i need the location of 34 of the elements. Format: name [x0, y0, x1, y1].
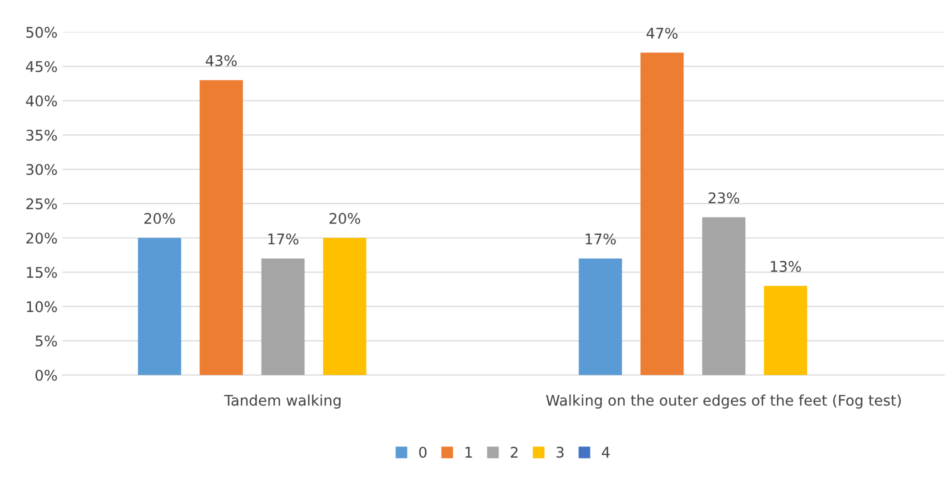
x-tick-label: Tandem walking [224, 394, 340, 409]
bar [578, 258, 622, 376]
legend-label: 2 [510, 446, 518, 458]
bar [323, 238, 366, 376]
data-label: 20% [330, 212, 360, 224]
data-label: 47% [646, 28, 678, 39]
bar [640, 52, 684, 376]
y-tick-label: 5% [36, 335, 57, 347]
y-tick-label: 50% [26, 26, 57, 38]
y-tick-label: 45% [26, 61, 57, 72]
data-label: 17% [586, 233, 616, 245]
y-tick-label: 15% [26, 266, 57, 278]
y-tick-label: 10% [26, 301, 57, 312]
legend-label: 4 [602, 446, 610, 458]
data-label: 23% [708, 192, 740, 204]
x-tick-label: Walking on the outer edges of the feet (Fog test) [546, 394, 901, 409]
bar [138, 238, 182, 376]
y-tick-label: 35% [26, 130, 57, 141]
bar [764, 286, 808, 376]
y-tick-label: 40% [26, 95, 57, 106]
data-label: 13% [770, 260, 801, 272]
y-tick-label: 20% [26, 232, 57, 244]
bar [261, 258, 305, 376]
legend-label: 0 [419, 446, 427, 458]
y-tick-label: 30% [26, 164, 57, 176]
data-label: 43% [206, 55, 237, 66]
y-tick-label: 0% [36, 370, 57, 381]
bar [200, 80, 243, 376]
data-label: 17% [268, 233, 298, 245]
legend-label: 3 [556, 446, 564, 458]
data-label: 20% [144, 212, 175, 224]
y-tick-label: 25% [26, 198, 57, 210]
legend-label: 1 [466, 446, 472, 458]
bar [702, 217, 746, 376]
